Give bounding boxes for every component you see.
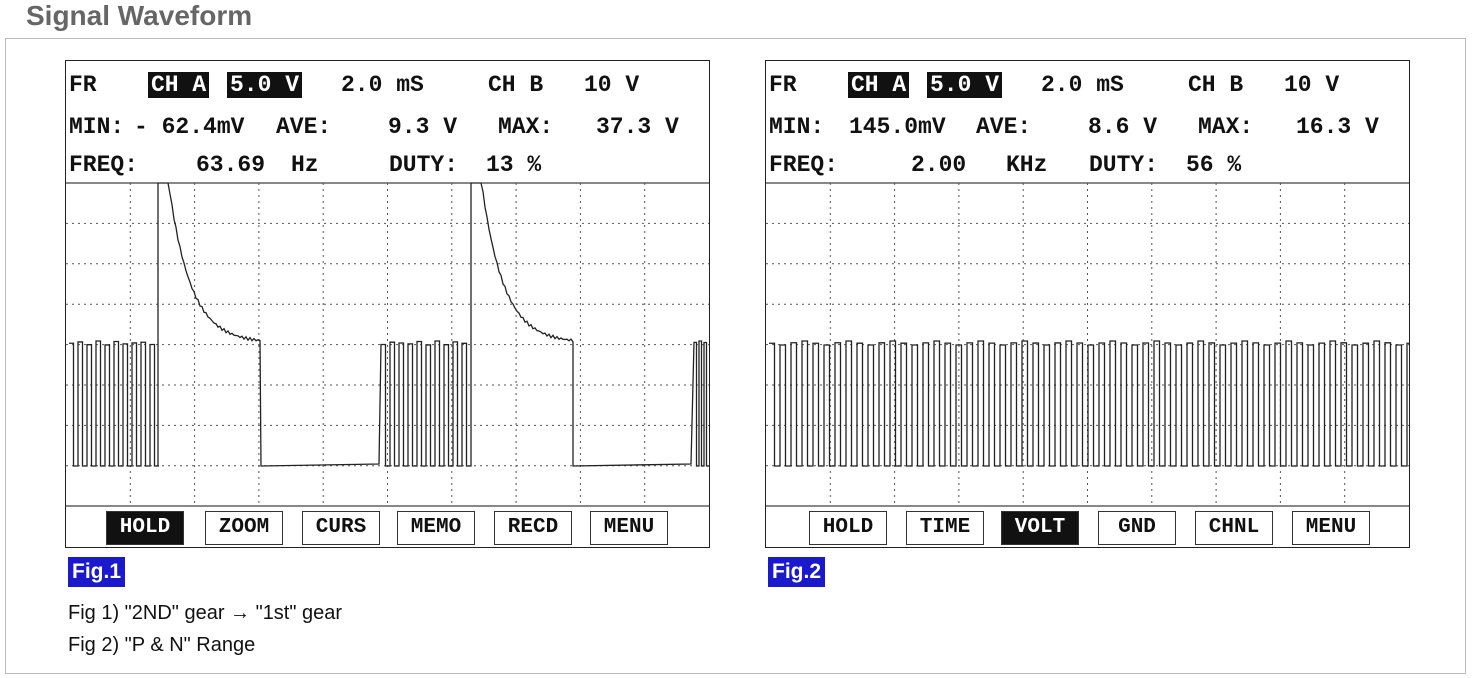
header-text: AVE:: [976, 114, 1032, 140]
header-text: 16.3 V: [1296, 114, 1379, 140]
header-text: 56 %: [1186, 152, 1242, 178]
caption: Fig 2) "P & N" Range: [68, 634, 256, 656]
header-field: FREQ:: [769, 152, 838, 178]
header-text: FR: [69, 72, 97, 98]
header-field: MIN:: [769, 114, 824, 140]
header-field: CH B: [1188, 72, 1243, 98]
header-field: 56 %: [1186, 152, 1241, 178]
header-field: 5.0 V: [227, 72, 303, 98]
header-field: MAX:: [1198, 114, 1253, 140]
header-text: FREQ:: [769, 152, 839, 178]
header-field: MIN:: [69, 114, 124, 140]
page-title: Signal Waveform: [26, 0, 253, 31]
header-field: 10 V: [1284, 72, 1339, 98]
scope-button: VOLT: [1001, 511, 1079, 545]
header-text: CH A: [848, 72, 910, 98]
scope-button: TIME: [906, 511, 984, 545]
scope-screen: FR CH A 5.0 V 2.0 mS CH B 10 V MIN: 145.0mV AVE:…: [765, 60, 1410, 548]
header-field: 5.0 V: [927, 72, 1003, 98]
header-text: MAX:: [1198, 114, 1254, 140]
header-text: 5.0 V: [227, 72, 303, 98]
header-text: 2.0 mS: [341, 72, 424, 98]
caption: Fig 1) "2ND" gear → "1st" gear: [68, 602, 343, 624]
header-field: 9.3 V: [388, 114, 457, 140]
scope-screen: FR CH A 5.0 V 2.0 mS CH B 10 V MIN: - 62.4mV AVE…: [65, 60, 710, 548]
header-text: 9.3 V: [388, 114, 458, 140]
header-field: 145.0mV: [849, 114, 946, 140]
header-text: 2.0 mS: [1041, 72, 1124, 98]
header-text: MAX:: [498, 114, 554, 140]
header-field: CH B: [488, 72, 543, 98]
figure-label: Fig.1: [68, 557, 126, 587]
header-field: 2.00: [911, 152, 966, 178]
scope-button: ZOOM: [205, 511, 283, 545]
header-field: DUTY:: [1089, 152, 1158, 178]
header-field: 37.3 V: [596, 114, 679, 140]
scope-display: [766, 182, 1409, 507]
header-field: 13 %: [486, 152, 541, 178]
header-field: 10 V: [584, 72, 639, 98]
header-text: 10 V: [584, 72, 640, 98]
header-text: DUTY:: [389, 152, 459, 178]
header-field: CH A: [848, 72, 910, 98]
scope-button: GND: [1098, 511, 1176, 545]
header-field: Hz: [291, 152, 319, 178]
header-text: 145.0mV: [849, 114, 946, 140]
header-text: AVE:: [276, 114, 332, 140]
scope-button: CHNL: [1195, 511, 1273, 545]
header-text: KHz: [1006, 152, 1048, 178]
header-text: FREQ:: [69, 152, 139, 178]
header-field: FR: [769, 72, 797, 98]
header-field: 8.6 V: [1088, 114, 1157, 140]
header-field: AVE:: [276, 114, 331, 140]
header-text: CH B: [1188, 72, 1244, 98]
header-text: Hz: [291, 152, 319, 178]
header-text: DUTY:: [1089, 152, 1159, 178]
waveform: [769, 340, 1409, 467]
header-text: 37.3 V: [596, 114, 679, 140]
header-field: 16.3 V: [1296, 114, 1379, 140]
frame: [5, 38, 1466, 674]
header-field: 63.69: [196, 152, 265, 178]
header-text: 8.6 V: [1088, 114, 1158, 140]
header-field: FR: [69, 72, 97, 98]
header-text: 13 %: [486, 152, 542, 178]
scope-button: MENU: [590, 511, 668, 545]
scope-button: HOLD: [106, 511, 184, 545]
header-text: 2.00: [911, 152, 967, 178]
header-text: 63.69: [196, 152, 266, 178]
header-field: 2.0 mS: [341, 72, 424, 98]
scope-button: RECD: [494, 511, 572, 545]
header-field: FREQ:: [69, 152, 138, 178]
header-text: CH B: [488, 72, 544, 98]
header-field: CH A: [148, 72, 210, 98]
header-text: MIN:: [69, 114, 125, 140]
scope-button: CURS: [302, 511, 380, 545]
header-text: CH A: [148, 72, 210, 98]
header-field: 2.0 mS: [1041, 72, 1124, 98]
header-text: 10 V: [1284, 72, 1340, 98]
header-field: DUTY:: [389, 152, 458, 178]
header-field: - 62.4mV: [134, 114, 244, 140]
header-text: - 62.4mV: [134, 114, 245, 140]
header-text: FR: [769, 72, 797, 98]
figure-label: Fig.2: [768, 557, 826, 587]
header-field: AVE:: [976, 114, 1031, 140]
header-text: 5.0 V: [927, 72, 1003, 98]
header-text: MIN:: [769, 114, 825, 140]
scope-display: [66, 182, 709, 507]
scope-button: MENU: [1292, 511, 1370, 545]
header-field: MAX:: [498, 114, 553, 140]
waveform: [69, 182, 709, 467]
scope-button: MEMO: [397, 511, 475, 545]
scope-button: HOLD: [809, 511, 887, 545]
header-field: KHz: [1006, 152, 1047, 178]
